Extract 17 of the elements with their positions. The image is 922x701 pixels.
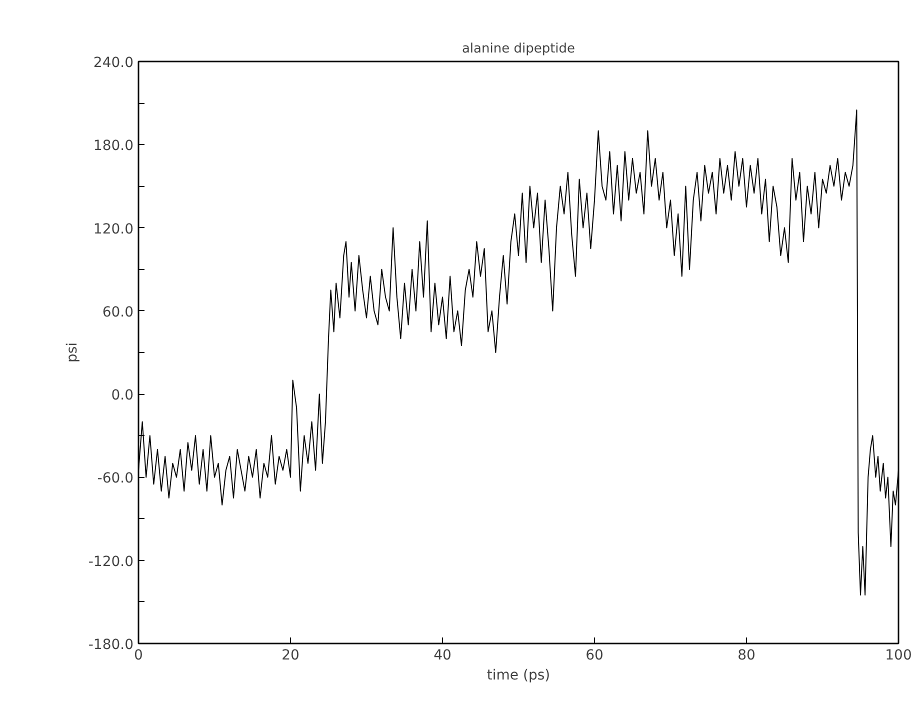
y-tick-label: 0.0 xyxy=(111,388,134,404)
y-tick-label: -120.0 xyxy=(88,554,134,570)
x-axis-title: time (ps) xyxy=(486,668,550,684)
y-tick-label: 240.0 xyxy=(93,55,134,71)
y-tick-label: -180.0 xyxy=(88,637,134,653)
x-tick-label: 100 xyxy=(885,648,912,664)
y-tick-label: 180.0 xyxy=(93,138,134,154)
y-tick-label: -60.0 xyxy=(97,470,134,487)
x-tick-label: 0 xyxy=(134,648,143,664)
y-tick-label: 120.0 xyxy=(93,221,134,238)
x-tick-label: 20 xyxy=(282,648,300,664)
x-tick-label: 60 xyxy=(586,648,604,664)
chart-title: alanine dipeptide xyxy=(462,42,576,56)
y-axis-title: psi xyxy=(64,342,80,363)
x-tick-label: 40 xyxy=(434,648,452,664)
y-tick-label: 60.0 xyxy=(102,304,134,320)
x-tick-label: 80 xyxy=(738,648,756,664)
